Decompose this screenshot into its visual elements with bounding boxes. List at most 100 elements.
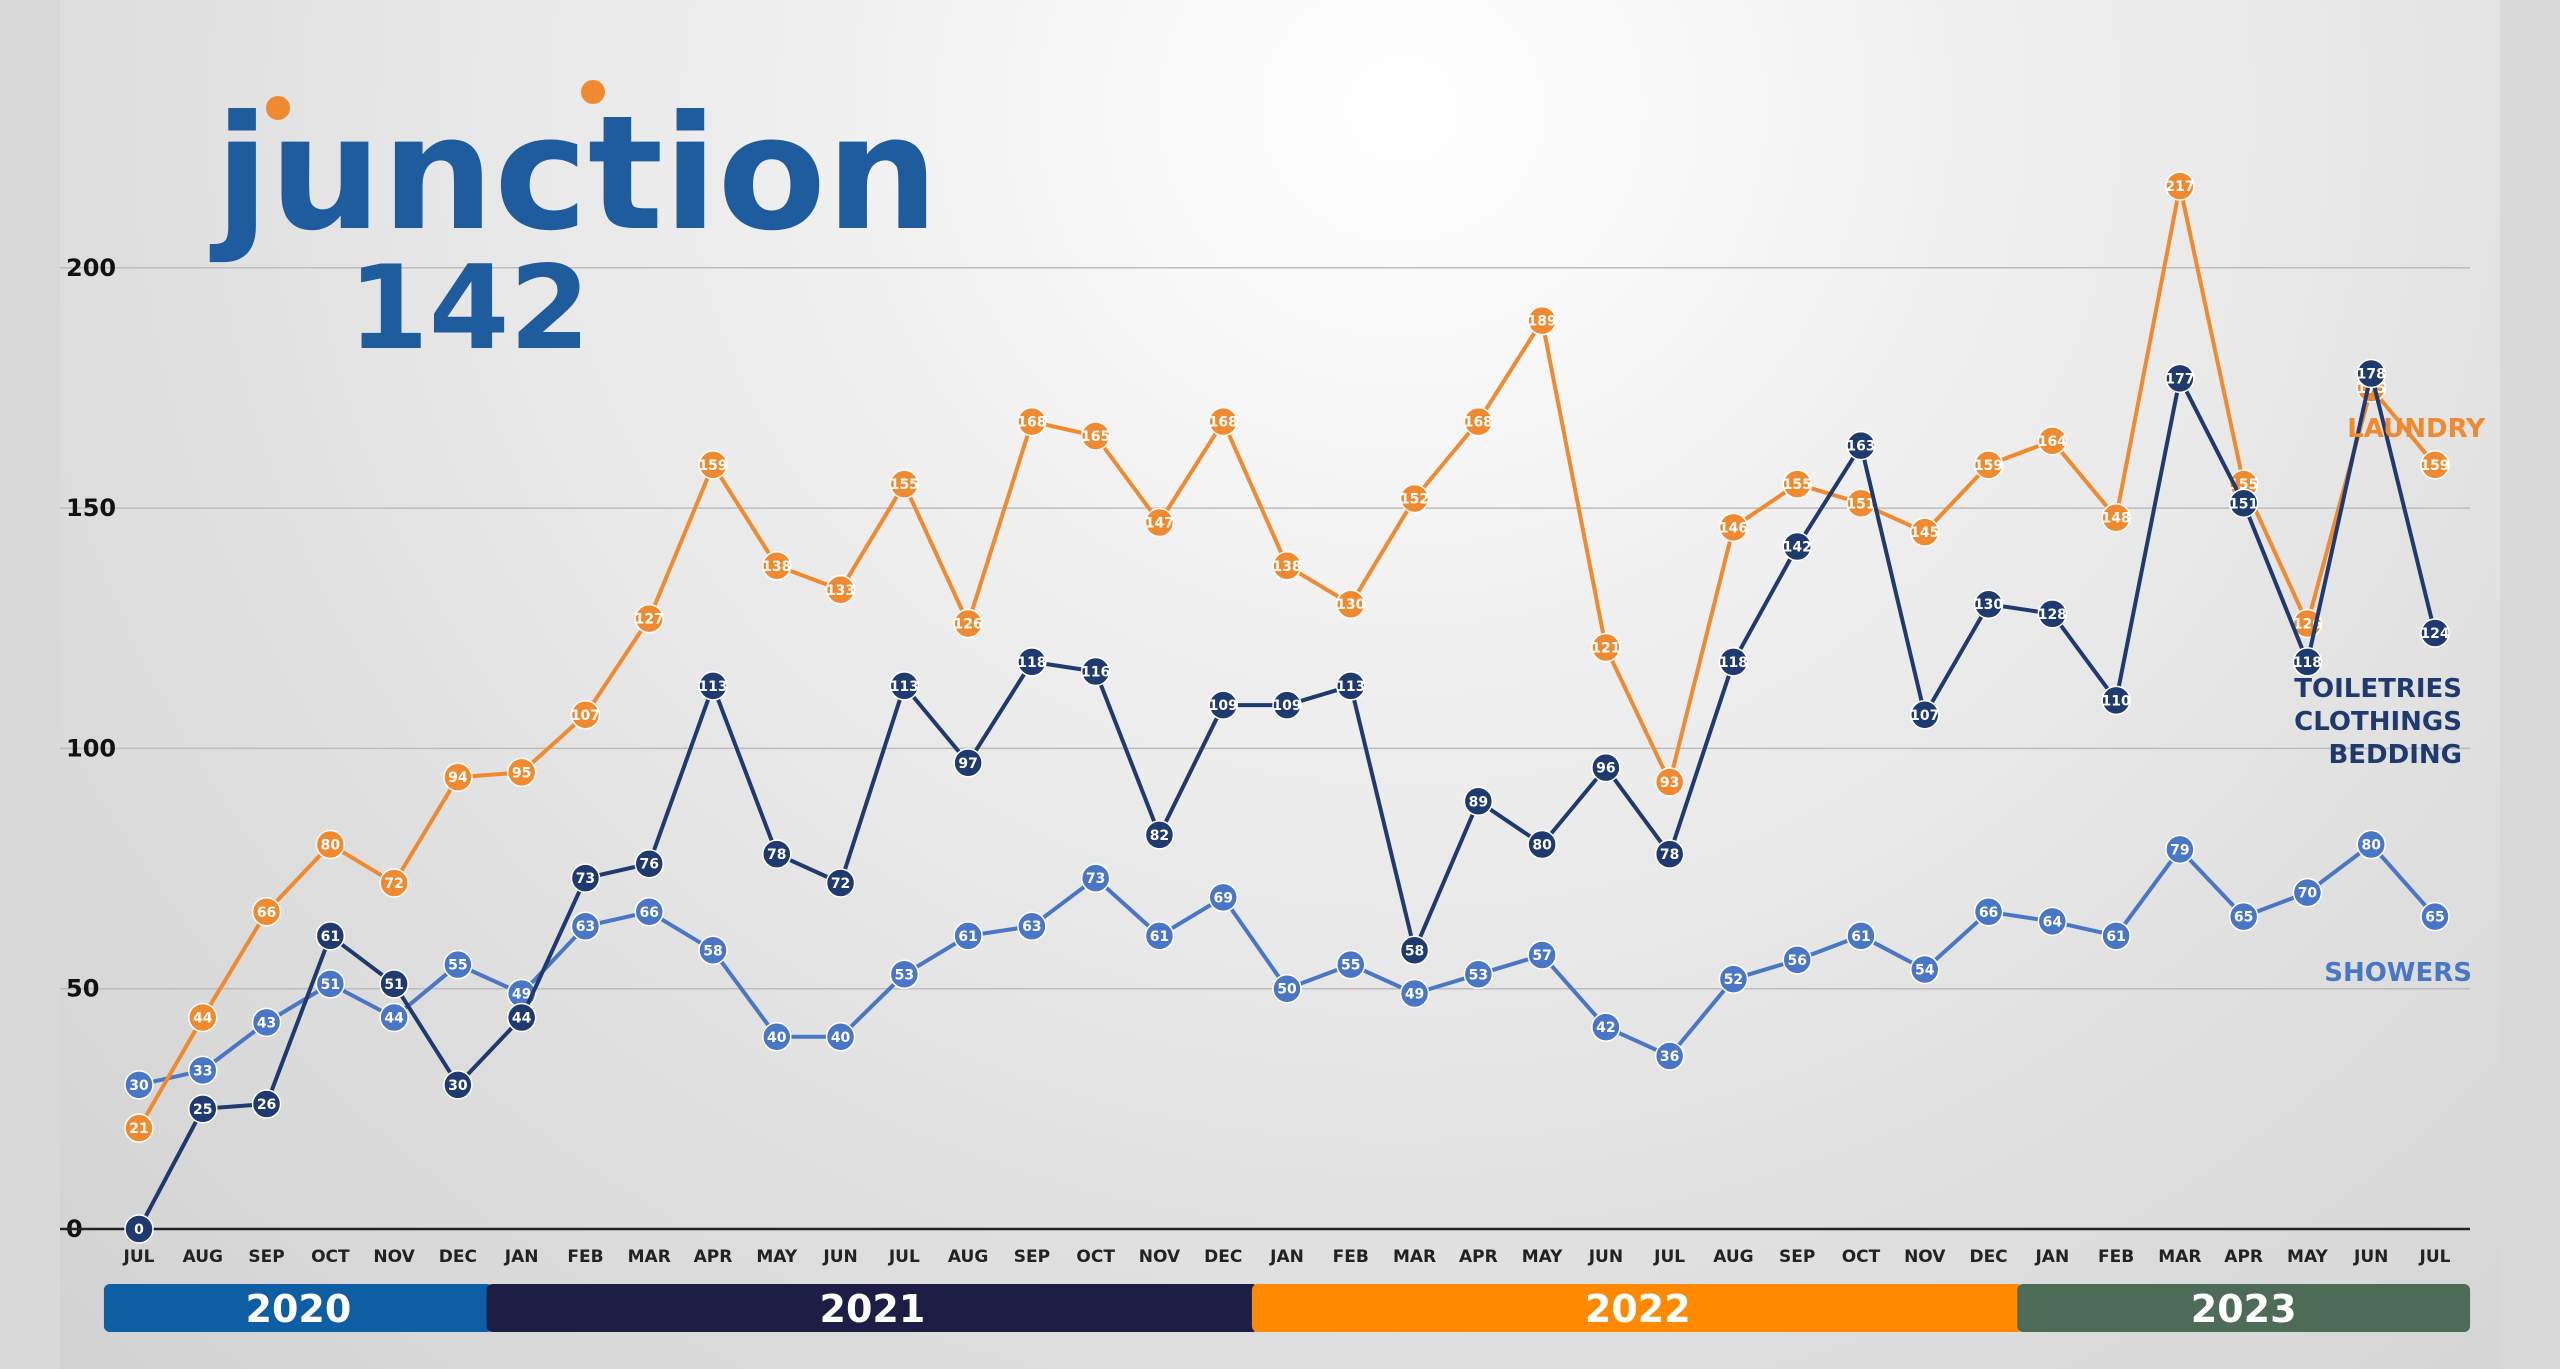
data-point [315, 829, 346, 860]
data-label: 49 [1405, 987, 1424, 1003]
data-point [1527, 829, 1557, 860]
data-point [2101, 502, 2131, 533]
data-label: 61 [1851, 929, 1870, 945]
data-point [315, 969, 346, 999]
data-point [1399, 935, 1430, 966]
x-tick-label: DEC [439, 1247, 477, 1267]
data-point [2037, 426, 2068, 456]
data-label: 168 [1017, 415, 1046, 431]
year-band-2021: 2021 [486, 1284, 1259, 1332]
data-point [889, 959, 920, 990]
data-label: 55 [1341, 958, 1360, 974]
x-tick-label: MAR [2158, 1247, 2201, 1267]
data-label: 79 [2170, 842, 2189, 858]
x-tick-label: APR [1459, 1247, 1498, 1267]
x-tick-label: JAN [2034, 1247, 2069, 1267]
data-point [1399, 483, 1430, 514]
data-label: 80 [321, 838, 341, 854]
data-point [762, 551, 792, 581]
year-label: 2023 [2191, 1287, 2297, 1331]
data-label: 93 [1660, 775, 1679, 791]
data-point [825, 868, 856, 898]
year-label: 2022 [1585, 1287, 1691, 1331]
data-point [570, 911, 601, 941]
axes: 0 50 100 150 200 JUL AUG SEP OCT NOV DEC JAN FEB MAR A… [60, 254, 2470, 1267]
data-point [1718, 512, 1749, 543]
year-band-2022: 2022 [1251, 1284, 2024, 1332]
data-label: 65 [2425, 910, 2444, 926]
data-label: 63 [576, 919, 595, 935]
data-point [2420, 618, 2450, 648]
data-point [1144, 820, 1175, 850]
data-point [2101, 685, 2131, 716]
data-label: 40 [767, 1030, 787, 1046]
x-tick-label: NOV [1139, 1247, 1181, 1267]
data-point [2356, 358, 2386, 389]
data-point [1654, 1041, 1685, 1071]
data-point [1782, 469, 1812, 499]
series-toiletries: 0 25 26 61 51 30 44 73 76 113 78 72 113 97 118 116 82 109… [124, 358, 2450, 1244]
x-tick-label: JUL [2419, 1247, 2451, 1267]
data-point [2165, 363, 2195, 394]
data-label: 110 [2101, 693, 2130, 709]
x-tick-label: NOV [373, 1247, 415, 1267]
data-point [1144, 921, 1175, 951]
x-tick-label: JUL [888, 1247, 920, 1267]
data-label: 217 [2165, 179, 2194, 195]
data-point [1654, 839, 1685, 869]
logo-dot-left [266, 96, 290, 120]
data-label: 107 [1910, 708, 1939, 724]
year-band [103, 1284, 493, 1332]
data-label: 159 [1974, 458, 2003, 474]
data-label: 21 [129, 1121, 148, 1137]
x-tick-label: JAN [1269, 1247, 1304, 1267]
data-point [188, 1094, 218, 1124]
data-label: 146 [1719, 520, 1748, 536]
data-point [2165, 834, 2195, 865]
data-point [1591, 632, 1621, 663]
data-label: 66 [257, 905, 276, 921]
data-label: 107 [571, 708, 600, 724]
y-tick-label: 150 [66, 494, 116, 522]
data-point [379, 868, 409, 898]
data-point [188, 1002, 218, 1033]
data-label: 49 [512, 987, 531, 1003]
data-point [1846, 430, 1876, 461]
data-point [2037, 906, 2068, 937]
data-point [762, 839, 792, 869]
data-label: 138 [762, 559, 791, 575]
data-point [1910, 517, 1940, 547]
data-label: 89 [1469, 794, 1488, 810]
data-point [825, 1022, 856, 1052]
data-point [124, 1113, 154, 1143]
data-label: 113 [698, 679, 727, 695]
data-point [1080, 863, 1111, 893]
year-label: 2021 [820, 1287, 926, 1331]
line-chart: 0 50 100 150 200 JUL AUG SEP OCT NOV DEC JAN FEB MAR A… [60, 80, 2486, 1332]
x-tick-label: AUG [183, 1247, 223, 1267]
data-point [1272, 551, 1302, 581]
data-point [1973, 897, 2004, 927]
data-point [1272, 973, 1302, 1004]
data-point [506, 757, 537, 788]
data-label: 151 [2229, 496, 2258, 512]
data-label: 43 [257, 1015, 276, 1031]
data-label: 118 [1017, 655, 1046, 671]
y-tick-label: 100 [66, 734, 116, 762]
data-label: 78 [767, 847, 786, 863]
data-label: 155 [890, 477, 919, 493]
y-tick-label: 200 [66, 254, 116, 282]
data-label: 113 [890, 679, 919, 695]
data-point [2101, 921, 2131, 951]
data-point [1591, 752, 1621, 783]
data-label: 168 [1464, 415, 1493, 431]
data-label: 82 [1150, 828, 1169, 844]
data-point [1272, 690, 1302, 720]
data-series: 30 33 43 51 44 55 49 63 66 58 40 40 53 61 63 73 61 69 50 55… [124, 171, 2450, 1244]
data-label: 94 [448, 770, 468, 786]
data-point [506, 1002, 537, 1033]
data-point [1718, 647, 1749, 677]
data-label: 52 [1724, 972, 1743, 988]
data-label: 142 [1783, 540, 1812, 556]
data-point [379, 1002, 409, 1033]
